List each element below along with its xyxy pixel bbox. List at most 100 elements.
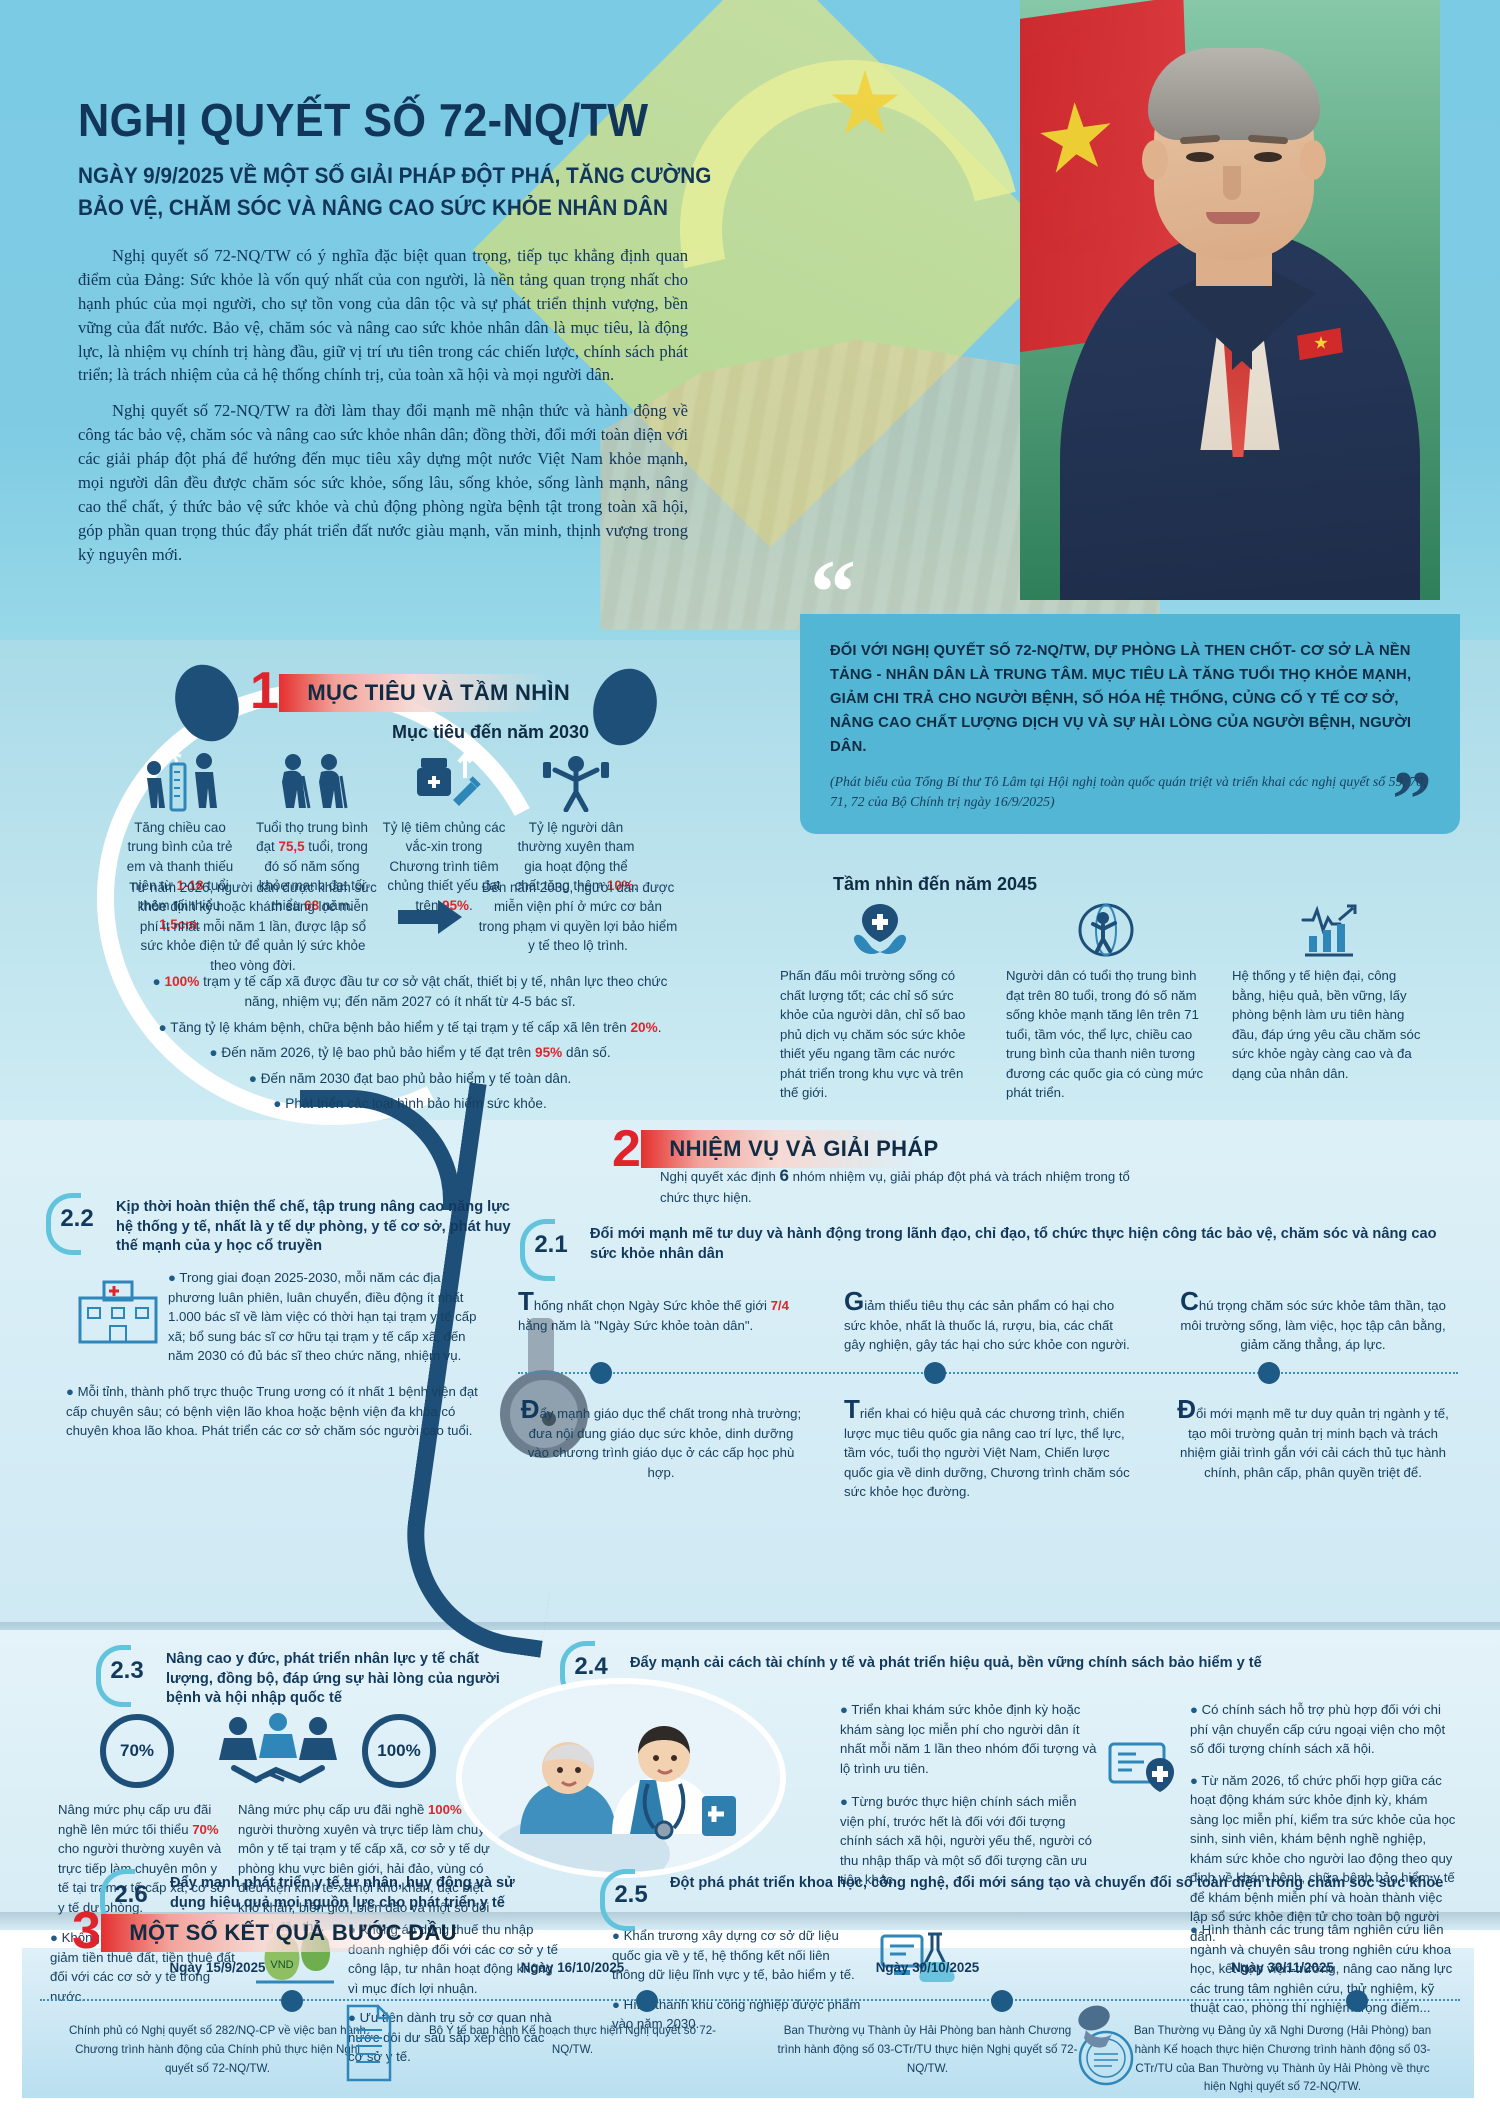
subsection-2-3-header: 2.3 Nâng cao y đức, phát triển nhân lực … [96,1645,526,1709]
stat-item: Tỷ lệ tiêm chủng các vắc-xin trong Chươn… [382,752,506,935]
card-text: Đổi mới mạnh mẽ tư duy quản trị ngành y … [1177,1394,1449,1480]
stat-item: Tỷ lệ người dân thường xuyên tham gia ho… [514,752,638,935]
timeline-dot [1346,1990,1369,2012]
elderly-icon [282,754,348,809]
intro-text: Nghị quyết số 72-NQ/TW có ý nghĩa đặc bi… [78,244,688,579]
stat-text: Tăng chiều cao trung bình của trẻ em và … [126,820,234,933]
subsection-2-5-right: ● Hình thành các trung tâm nghiên cứu li… [1190,1922,1453,2016]
subsection-2-1-header: 2.1 Đổi mới mạnh mẽ tư duy và hành động … [520,1219,1450,1281]
badge-70-percent: 70% [100,1714,174,1788]
list-item: ● Khẩn trương xây dựng cơ sở dữ liệu quố… [612,1928,855,1983]
subsection-2-5-bullets: ● Khẩn trương xây dựng cơ sở dữ liệu quố… [612,1926,862,2034]
flow-left-text: Từ năm 2026, người dân được khám sức khỏ… [129,880,377,973]
list-item: ● Từ năm 2026, tổ chức phối hợp giữa các… [1190,1772,1456,1944]
timeline-dot [281,1990,304,2012]
dot-node [1258,1362,1280,1384]
card-text: Chú trọng chăm sóc sức khỏe tâm thần, tạ… [1180,1286,1446,1353]
subsection-2-4-header: 2.4 Đẩy mạnh cải cách tài chính y tế và … [560,1641,1460,1703]
section-1-stats-row: Tăng chiều cao trung bình của trẻ em và … [118,752,638,935]
page-subtitle: NGÀY 9/9/2025 VỀ MỘT SỐ GIẢI PHÁP ĐỘT PH… [78,163,712,220]
vision-text: Phấn đấu môi trường sống có chất lượng t… [780,968,966,1101]
timeline-dot [991,1990,1014,2012]
subsection-2-2-bullet-1: ● Trong giai đoạn 2025-2030, mỗi năm các… [168,1270,477,1364]
timeline: Ngày 15/9/2025 Ngày 16/10/2025 Ngày 30/1… [40,1960,1460,2097]
stat-item: Tuổi thọ trung bình đạt 75,5 tuổi, trong… [250,752,374,935]
quote-close-mark: ” [1392,755,1432,844]
vaccine-icon [417,752,481,806]
section-3-header: 3. MỘT SỐ KẾT QUẢ BƯỚC ĐẦU [72,1905,481,1957]
doctor-patient-icon [462,1684,780,1872]
list-item: ● Tăng tỷ lệ khám bệnh, chữa bệnh bảo hi… [158,1019,662,1035]
stat-text: Tỷ lệ người dân thường xuyên tham gia ho… [514,820,638,894]
subsection-2-2-number: 2.2 [46,1193,108,1255]
card-text: Giảm thiểu tiêu thụ các sản phẩm có hại … [844,1286,1130,1353]
health-insurance-card-icon [1108,1742,1174,1792]
section-1-subtitle: Mục tiêu đến năm 2030 [392,722,590,742]
hands-cross-icon [853,904,907,954]
stat-text: Tỷ lệ tiêm chủng các vắc-xin trong Chươn… [382,820,506,913]
subsection-2-5-number: 2.5 [600,1869,662,1931]
subsection-2-3-number: 2.3 [96,1645,158,1707]
list-item: ● Phát triển các loại hình bảo hiểm sức … [273,1095,547,1111]
timeline-text: Ban Thường vụ Thành ủy Hải Phòng ban hàn… [777,2024,1078,2075]
exercise-icon [543,756,609,812]
handshake-team-icon [219,1713,337,1784]
stat-item: Tăng chiều cao trung bình của trẻ em và … [118,752,242,935]
subsection-2-2-bullet-2: ● Mỗi tỉnh, thành phố trực thuộc Trung ư… [66,1384,478,1439]
subsection-2-1-cards-row-2: Đẩy mạnh giáo dục thể chất trong nhà trư… [518,1394,1458,1502]
vision-2045-row: Phấn đấu môi trường sống có chất lượng t… [780,902,1450,1103]
intro-paragraph-1: Nghị quyết số 72-NQ/TW có ý nghĩa đặc bi… [78,246,688,385]
vision-text: Hệ thống y tế hiện đại, công bằng, hiệu … [1232,968,1421,1081]
subsection-2-4-right-bullets: ● Có chính sách hỗ trợ phù hợp đối với c… [1190,1700,1456,1946]
section-2-title: NHIỆM VỤ VÀ GIẢI PHÁP [641,1130,963,1168]
card-text: Triển khai có hiệu quả các chương trình,… [844,1394,1130,1500]
heartbeat-chart-icon [1301,904,1357,957]
timeline-text: Ban Thường vụ Đảng ủy xã Nghi Dương (Hải… [1133,2024,1432,2094]
timeline-date: Ngày 16/10/2025 [520,1960,625,1975]
timeline-date: Ngày 30/10/2025 [875,1960,980,1975]
hero-section: NGHỊ QUYẾT SỐ 72-NQ/TW NGÀY 9/9/2025 VỀ … [0,0,1500,680]
subsection-2-2-title: Kịp thời hoàn thiện thể chế, tập trung n… [116,1199,511,1255]
section-3-title: MỘT SỐ KẾT QUẢ BƯỚC ĐẦU [101,1914,481,1952]
quote-box: ĐỐI VỚI NGHỊ QUYẾT SỐ 72-NQ/TW, DỰ PHÒNG… [800,614,1460,844]
list-item: ● Từng bước thực hiện chính sách miễn vi… [840,1794,1092,1888]
subsection-2-3-text-left: Nâng mức phụ cấp ưu đãi nghề lên mức tối… [58,1802,226,1915]
hospital-icon [78,1280,158,1344]
quote-text: ĐỐI VỚI NGHỊ QUYẾT SỐ 72-NQ/TW, DỰ PHÒNG… [830,643,1412,755]
vision-item: Phấn đấu môi trường sống có chất lượng t… [780,902,980,1103]
timeline-date: Ngày 15/9/2025 [169,1960,266,1975]
list-item: ● Đến năm 2026, tỷ lệ bao phủ bảo hiểm y… [209,1045,611,1061]
vision-item: Người dân có tuổi thọ trung bình đạt trê… [1006,902,1206,1103]
vision-item: Hệ thống y tế hiện đại, công bằng, hiệu … [1232,902,1432,1103]
arrow-right-icon [398,900,462,934]
card-text: Đẩy mạnh giáo dục thể chất trong nhà trư… [520,1394,802,1480]
svg-text:VND: VND [270,1959,293,1971]
list-item: ● Triển khai khám sức khỏe định kỳ hoặc … [840,1702,1097,1776]
subsection-2-5-title: Đột phá phát triển khoa học, công nghệ, … [670,1875,1444,1891]
flow-right-text: Đến năm 2030, người dân được miễn viện p… [478,880,678,954]
list-item: ● Ưu tiên dành trụ sở cơ quan nhà nước d… [348,2010,552,2065]
subsection-2-1-number: 2.1 [520,1219,582,1281]
section-1-title: MỤC TIÊU VÀ TẦM NHÌN [279,674,595,712]
section-2-header: 2. NHIỆM VỤ VÀ GIẢI PHÁP [612,1123,963,1175]
subsection-2-2-header: 2.2 Kịp thời hoàn thiện thể chế, tập tru… [46,1193,516,1257]
subsection-2-1-title: Đổi mới mạnh mẽ tư duy và hành động tron… [590,1226,1437,1262]
leader-portrait [1020,0,1440,600]
timeline-text: Bộ Y tế ban hành Kế hoạch thực hiện Nghị… [428,2024,717,2056]
subsection-2-5-header: 2.5 Đột phá phát triển khoa học, công ng… [600,1869,1460,1931]
subsection-2-6-title: Đẩy mạnh phát triển y tế tư nhân, huy độ… [170,1875,515,1911]
document-icon [346,2004,392,2082]
section-2-lead: Nghị quyết xác định 6 nhóm nhiệm vụ, giả… [660,1166,1130,1206]
timeline-dot [636,1990,659,2012]
card-text: Thống nhất chọn Ngày Sức khỏe thế giới 7… [518,1286,789,1333]
vision-2045-title: Tầm nhìn đến năm 2045 [832,874,1038,894]
list-item: ● Có chính sách hỗ trợ phù hợp đối với c… [1190,1702,1446,1757]
height-growth-icon [147,752,217,812]
stethoscope-chestpiece-icon [500,1370,588,1458]
subsection-2-4-title: Đẩy mạnh cải cách tài chính y tế và phát… [630,1655,1262,1671]
timeline-text: Chính phủ có Nghị quyết số 282/NQ-CP về … [69,2024,366,2075]
subsection-2-1-cards-row-1: Thống nhất chọn Ngày Sức khỏe thế giới 7… [518,1286,1458,1355]
list-item: ● Đến năm 2030 đạt bao phủ bảo hiểm y tế… [248,1070,572,1086]
stat-text: Tuổi thọ trung bình đạt 75,5 tuổi, trong… [256,820,368,913]
